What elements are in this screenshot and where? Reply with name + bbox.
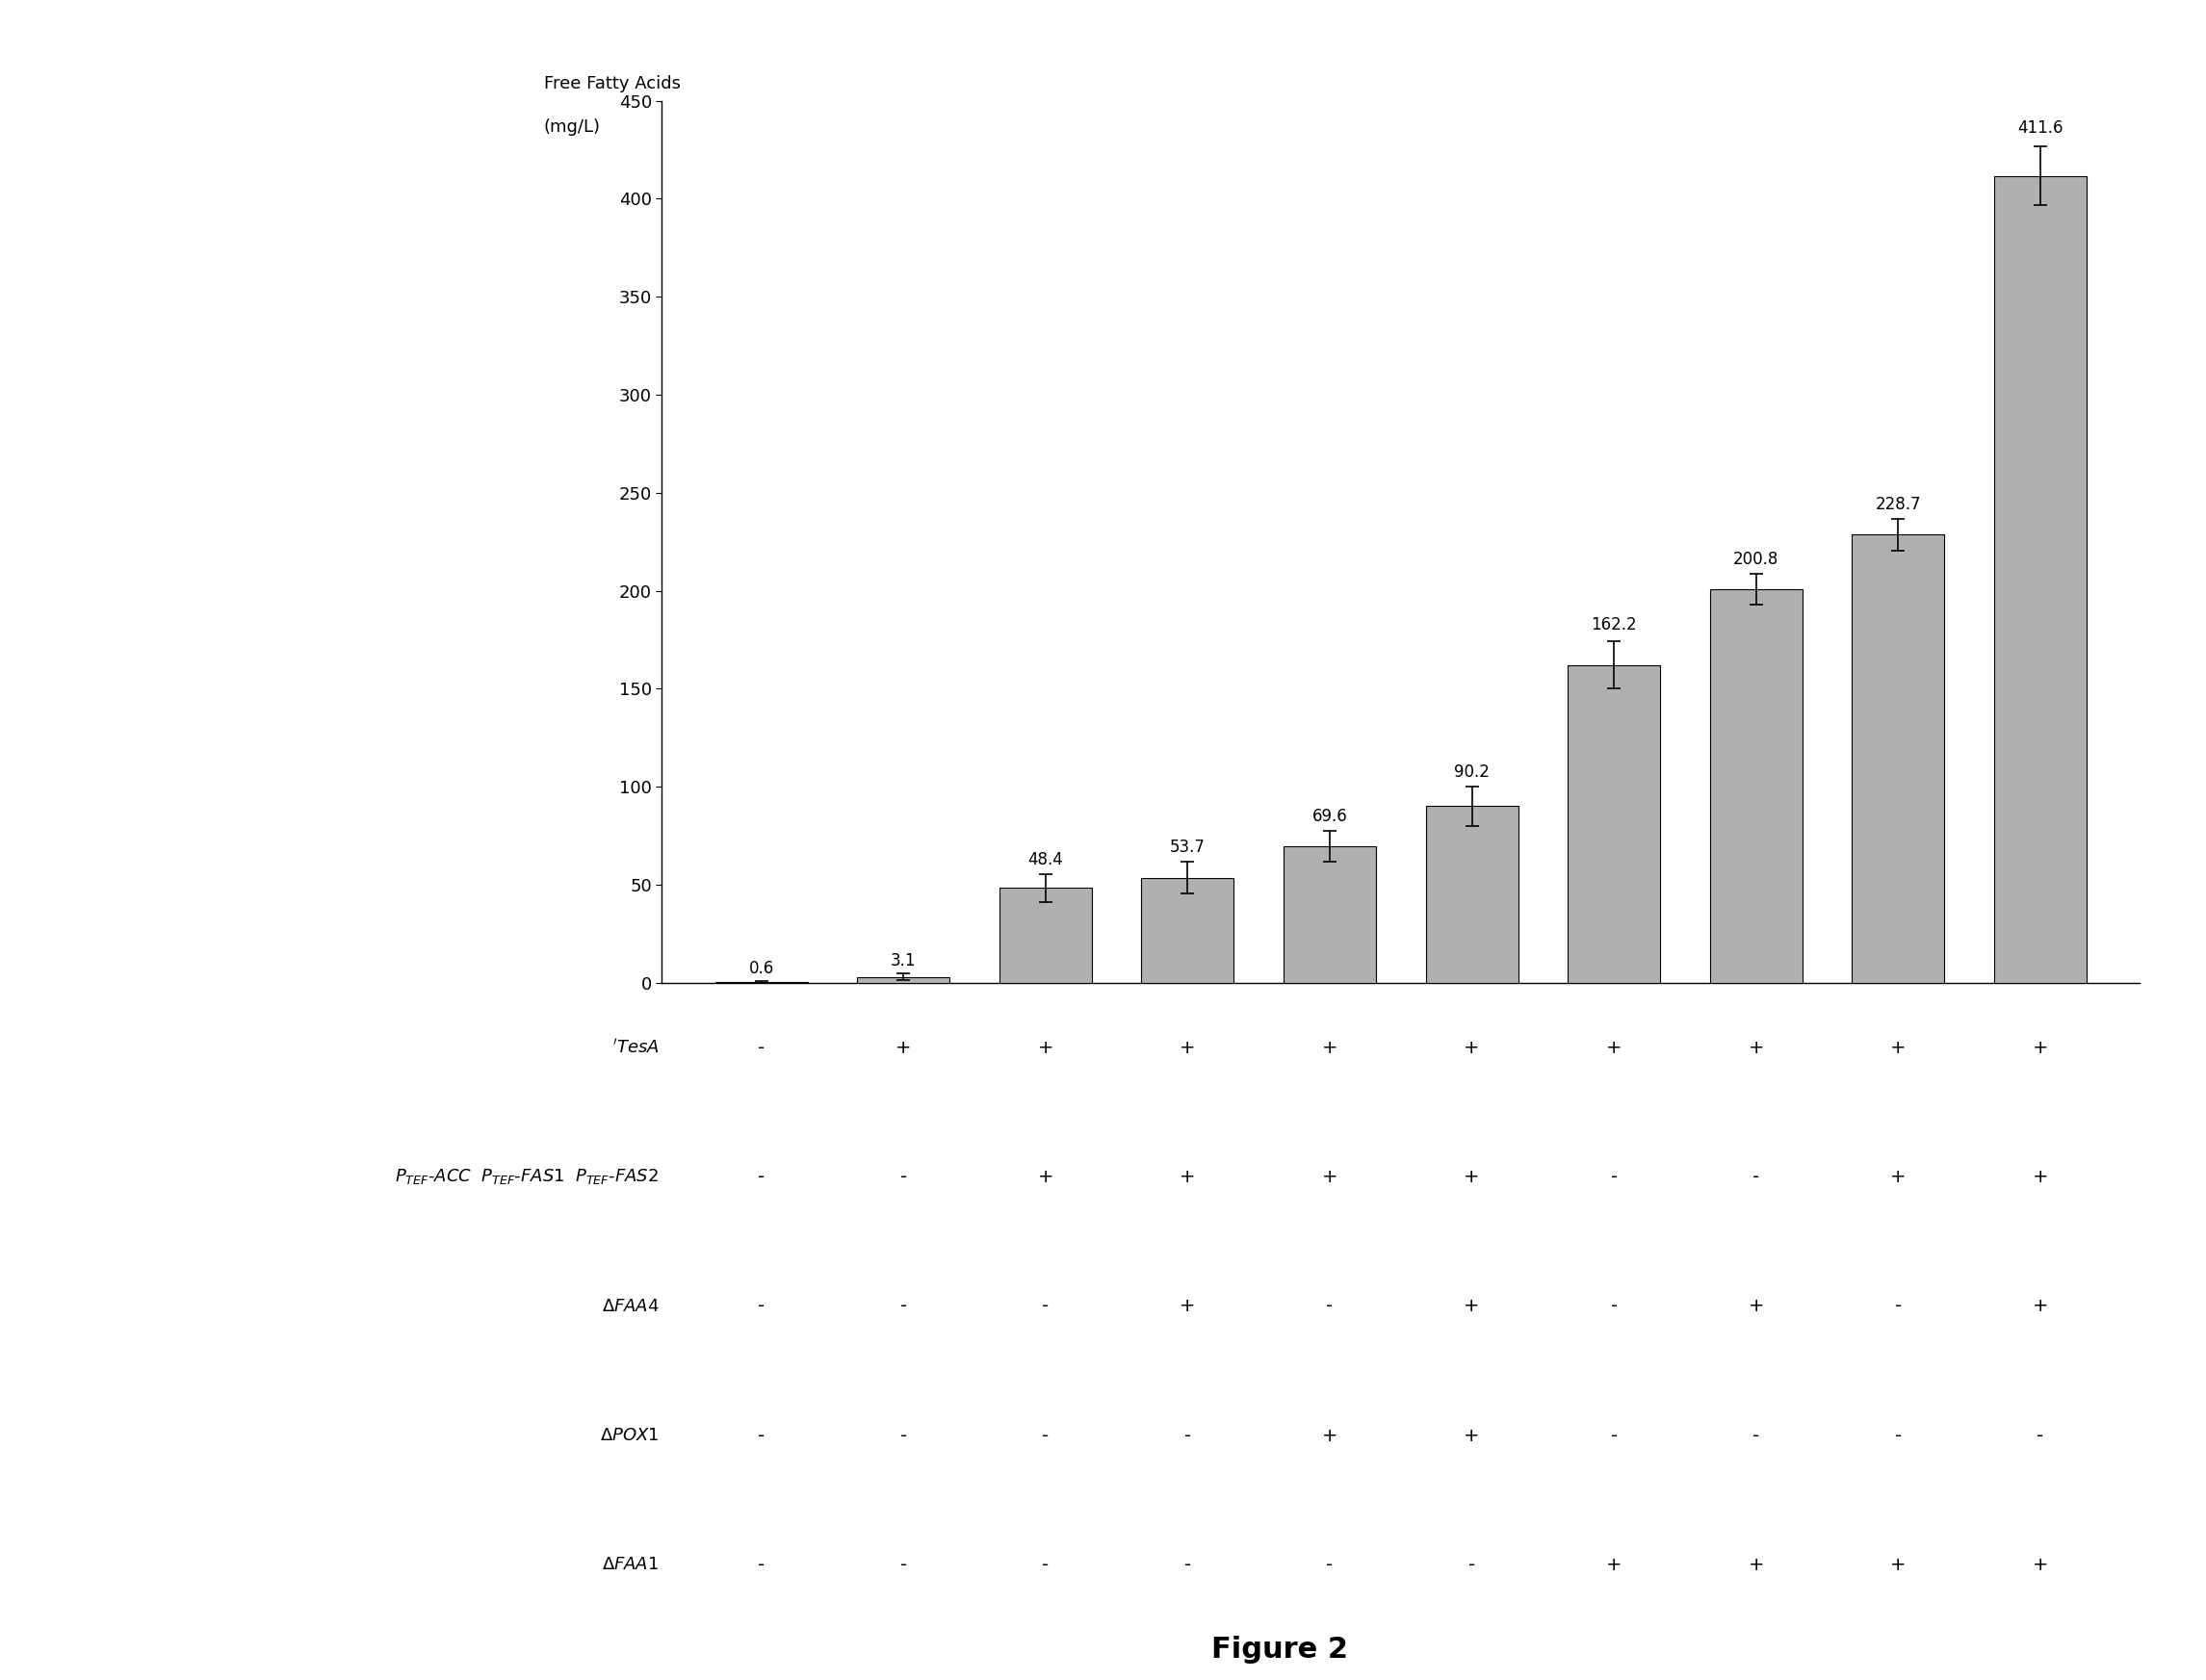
- Text: 69.6: 69.6: [1313, 808, 1348, 825]
- Text: +: +: [1037, 1038, 1054, 1057]
- Text: -: -: [759, 1297, 765, 1315]
- Bar: [1853, 534, 1943, 983]
- Bar: [1710, 590, 1802, 983]
- Text: +: +: [896, 1038, 911, 1057]
- Text: -: -: [900, 1556, 907, 1574]
- Text: +: +: [2032, 1297, 2049, 1315]
- Text: -: -: [759, 1556, 765, 1574]
- Bar: [1994, 176, 2087, 983]
- Text: -: -: [759, 1168, 765, 1186]
- Text: 0.6: 0.6: [748, 959, 774, 976]
- Text: +: +: [1321, 1038, 1337, 1057]
- Bar: [1568, 665, 1661, 983]
- Text: +: +: [1891, 1038, 1906, 1057]
- Text: +: +: [1891, 1556, 1906, 1574]
- Text: $\mathit{P_{TEF}}$-$\mathit{ACC}$  $\mathit{P_{TEF}}$-$\mathit{FAS1}$  $\mathit{: $\mathit{P_{TEF}}$-$\mathit{ACC}$ $\math…: [395, 1168, 660, 1186]
- Text: 228.7: 228.7: [1875, 496, 1921, 512]
- Text: -: -: [900, 1426, 907, 1445]
- Text: 3.1: 3.1: [891, 953, 915, 969]
- Bar: [1141, 877, 1233, 983]
- Text: -: -: [900, 1297, 907, 1315]
- Text: +: +: [1037, 1168, 1054, 1186]
- Text: +: +: [1891, 1168, 1906, 1186]
- Text: +: +: [2032, 1556, 2049, 1574]
- Text: 411.6: 411.6: [2018, 119, 2063, 136]
- Text: 200.8: 200.8: [1734, 551, 1778, 568]
- Text: +: +: [2032, 1038, 2049, 1057]
- Text: $\mathit{\Delta FAA4}$: $\mathit{\Delta FAA4}$: [602, 1297, 660, 1315]
- Text: -: -: [1754, 1168, 1760, 1186]
- Text: -: -: [759, 1038, 765, 1057]
- Text: +: +: [1321, 1168, 1337, 1186]
- Bar: [858, 976, 949, 983]
- Text: -: -: [1610, 1168, 1617, 1186]
- Text: -: -: [1895, 1426, 1902, 1445]
- Text: 162.2: 162.2: [1591, 617, 1637, 633]
- Text: Free Fatty Acids: Free Fatty Acids: [543, 74, 679, 92]
- Bar: [1425, 806, 1518, 983]
- Text: -: -: [1326, 1297, 1332, 1315]
- Text: +: +: [1747, 1297, 1765, 1315]
- Text: $\mathit{\Delta POX1}$: $\mathit{\Delta POX1}$: [600, 1426, 660, 1445]
- Text: -: -: [1469, 1556, 1476, 1574]
- Text: +: +: [1180, 1038, 1196, 1057]
- Text: -: -: [759, 1426, 765, 1445]
- Text: +: +: [1747, 1038, 1765, 1057]
- Text: -: -: [1326, 1556, 1332, 1574]
- Text: +: +: [1180, 1168, 1196, 1186]
- Text: +: +: [1606, 1038, 1621, 1057]
- Text: -: -: [1185, 1426, 1191, 1445]
- Text: -: -: [900, 1168, 907, 1186]
- Bar: [1284, 847, 1377, 983]
- Bar: [999, 889, 1092, 983]
- Text: -: -: [1610, 1426, 1617, 1445]
- Text: -: -: [1895, 1297, 1902, 1315]
- Text: +: +: [1321, 1426, 1337, 1445]
- Text: +: +: [2032, 1168, 2049, 1186]
- Text: -: -: [2036, 1426, 2043, 1445]
- Text: 53.7: 53.7: [1169, 838, 1204, 857]
- Text: $\mathit{'TesA}$: $\mathit{'TesA}$: [611, 1038, 660, 1057]
- Text: +: +: [1465, 1297, 1480, 1315]
- Text: -: -: [1041, 1556, 1048, 1574]
- Text: -: -: [1041, 1426, 1048, 1445]
- Text: $\mathit{\Delta FAA1}$: $\mathit{\Delta FAA1}$: [602, 1556, 660, 1574]
- Text: +: +: [1747, 1556, 1765, 1574]
- Text: Figure 2: Figure 2: [1211, 1635, 1348, 1663]
- Text: 90.2: 90.2: [1454, 763, 1489, 781]
- Text: -: -: [1610, 1297, 1617, 1315]
- Text: +: +: [1180, 1297, 1196, 1315]
- Text: +: +: [1606, 1556, 1621, 1574]
- Text: -: -: [1041, 1297, 1048, 1315]
- Text: (mg/L): (mg/L): [543, 119, 600, 136]
- Text: -: -: [1754, 1426, 1760, 1445]
- Text: 48.4: 48.4: [1028, 852, 1063, 869]
- Text: +: +: [1465, 1168, 1480, 1186]
- Text: +: +: [1465, 1038, 1480, 1057]
- Text: +: +: [1465, 1426, 1480, 1445]
- Text: -: -: [1185, 1556, 1191, 1574]
